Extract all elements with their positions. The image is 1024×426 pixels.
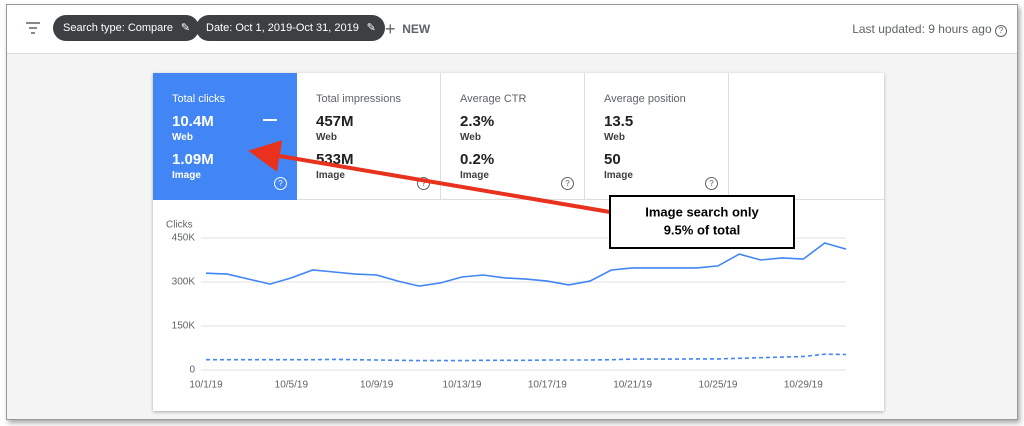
annotation-text: Image search only bbox=[645, 204, 759, 219]
metric-tile[interactable]: Average CTR 2.3% Web 0.2% Image? bbox=[441, 73, 585, 200]
toolbar: Search type: Compare ✎ Date: Oct 1, 2019-… bbox=[7, 5, 1017, 54]
metric-label: Image bbox=[604, 170, 633, 181]
y-tick-label: 150K bbox=[172, 321, 196, 332]
y-axis-title: Clicks bbox=[166, 220, 193, 231]
frame: Search type: Compare ✎ Date: Oct 1, 2019-… bbox=[6, 4, 1018, 420]
filter-icon[interactable] bbox=[25, 21, 41, 35]
series-line bbox=[205, 242, 847, 287]
metric-tile[interactable]: Total clicks 10.4M Web 1.09M Image? bbox=[153, 73, 297, 200]
x-tick-label: 10/25/19 bbox=[699, 380, 738, 391]
annotation-text: 9.5% of total bbox=[664, 222, 741, 237]
x-tick-label: 10/13/19 bbox=[443, 380, 482, 391]
new-label: NEW bbox=[402, 22, 431, 36]
selected-dash bbox=[263, 119, 277, 121]
tile-spacer bbox=[729, 73, 884, 200]
x-tick-label: 10/21/19 bbox=[613, 380, 652, 391]
y-tick-label: 450K bbox=[172, 233, 196, 244]
metric-value: 457M bbox=[316, 113, 354, 130]
chip-text: Date: Oct 1, 2019-Oct 31, 2019 bbox=[206, 22, 359, 34]
y-tick-label: 300K bbox=[172, 277, 196, 288]
metric-value: 1.09M bbox=[172, 151, 214, 168]
metric-label: Image bbox=[172, 170, 201, 181]
last-updated-text: Last updated: 9 hours ago bbox=[852, 22, 992, 36]
metric-value: 13.5 bbox=[604, 113, 634, 130]
metric-label: Image bbox=[460, 170, 489, 181]
annotation-arrow bbox=[248, 140, 611, 214]
help-icon: ? bbox=[561, 177, 574, 190]
metric-title: Average position bbox=[604, 93, 686, 105]
series-line bbox=[206, 353, 847, 362]
x-tick-label: 10/9/19 bbox=[360, 380, 394, 391]
last-updated: Last updated: 9 hours ago ? bbox=[852, 22, 1007, 37]
y-tick-label: 0 bbox=[189, 365, 195, 376]
new-button[interactable]: + NEW bbox=[385, 19, 431, 39]
help-icon: ? bbox=[274, 177, 287, 190]
metric-label: Web bbox=[604, 132, 625, 143]
metric-label: Web bbox=[460, 132, 481, 143]
x-tick-label: 10/29/19 bbox=[784, 380, 823, 391]
metric-value: 0.2% bbox=[460, 151, 495, 168]
metric-title: Total clicks bbox=[172, 93, 226, 105]
metric-label: Web bbox=[172, 132, 193, 143]
metric-title: Total impressions bbox=[316, 93, 401, 105]
x-tick-label: 10/1/19 bbox=[189, 380, 223, 391]
metric-label: Web bbox=[316, 132, 337, 143]
help-icon: ? bbox=[705, 177, 718, 190]
chart: Clicks 0 150K 300K 450K 10/1/19 10/5/19 10/9/19… bbox=[166, 220, 847, 391]
x-tick-label: 10/5/19 bbox=[275, 380, 309, 391]
metric-value: 50 bbox=[604, 151, 621, 168]
help-icon: ? bbox=[417, 177, 430, 190]
annotation-box bbox=[609, 195, 795, 249]
chip-text: Search type: Compare bbox=[63, 22, 174, 34]
x-tick-label: 10/17/19 bbox=[528, 380, 567, 391]
date-chip[interactable]: Date: Oct 1, 2019-Oct 31, 2019 ✎ bbox=[196, 15, 385, 41]
search-type-chip[interactable]: Search type: Compare ✎ bbox=[53, 15, 200, 41]
metric-value: 10.4M bbox=[172, 113, 214, 130]
metric-title: Average CTR bbox=[460, 93, 527, 105]
metric-value: 2.3% bbox=[460, 113, 495, 130]
metric-label: Image bbox=[316, 170, 345, 181]
